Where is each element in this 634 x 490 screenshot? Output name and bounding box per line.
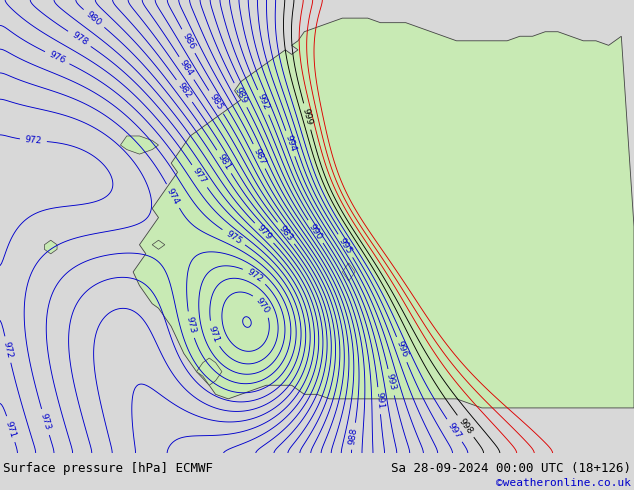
Polygon shape xyxy=(44,240,57,254)
Polygon shape xyxy=(152,240,165,249)
Text: 975: 975 xyxy=(224,229,243,246)
Text: 972: 972 xyxy=(25,135,42,146)
Text: 986: 986 xyxy=(180,31,197,51)
Text: 977: 977 xyxy=(191,167,208,186)
Text: 988: 988 xyxy=(348,427,359,445)
Text: 993: 993 xyxy=(385,373,398,392)
Polygon shape xyxy=(342,263,355,281)
Text: 984: 984 xyxy=(178,59,195,78)
Text: 991: 991 xyxy=(374,392,384,410)
Text: 989: 989 xyxy=(233,85,249,105)
Text: 976: 976 xyxy=(48,50,67,66)
Text: 992: 992 xyxy=(256,93,271,112)
Text: 985: 985 xyxy=(208,93,224,112)
Text: 972: 972 xyxy=(245,267,264,284)
Text: 998: 998 xyxy=(456,416,474,436)
Text: 981: 981 xyxy=(216,152,233,172)
Text: ©weatheronline.co.uk: ©weatheronline.co.uk xyxy=(496,478,631,488)
Text: 970: 970 xyxy=(254,296,271,315)
Polygon shape xyxy=(133,18,634,408)
Text: 982: 982 xyxy=(176,81,193,100)
Text: Sa 28-09-2024 00:00 UTC (18+126): Sa 28-09-2024 00:00 UTC (18+126) xyxy=(391,463,631,475)
Text: 978: 978 xyxy=(70,30,89,48)
Text: 974: 974 xyxy=(165,186,181,206)
Text: 990: 990 xyxy=(307,222,324,241)
Text: 973: 973 xyxy=(184,316,197,334)
Text: 987: 987 xyxy=(251,147,267,166)
Text: 972: 972 xyxy=(1,340,14,359)
Text: 994: 994 xyxy=(283,134,297,153)
Text: 996: 996 xyxy=(394,340,409,359)
Text: 971: 971 xyxy=(4,419,18,439)
Text: 979: 979 xyxy=(255,223,273,243)
Text: 999: 999 xyxy=(301,107,314,126)
Text: 971: 971 xyxy=(207,324,221,343)
Polygon shape xyxy=(120,136,158,154)
Text: 995: 995 xyxy=(337,236,354,255)
Text: Surface pressure [hPa] ECMWF: Surface pressure [hPa] ECMWF xyxy=(3,463,213,475)
Text: 980: 980 xyxy=(84,9,103,27)
Polygon shape xyxy=(197,358,222,385)
Text: 997: 997 xyxy=(446,421,463,440)
Text: 983: 983 xyxy=(277,223,295,243)
Text: 973: 973 xyxy=(39,413,52,432)
